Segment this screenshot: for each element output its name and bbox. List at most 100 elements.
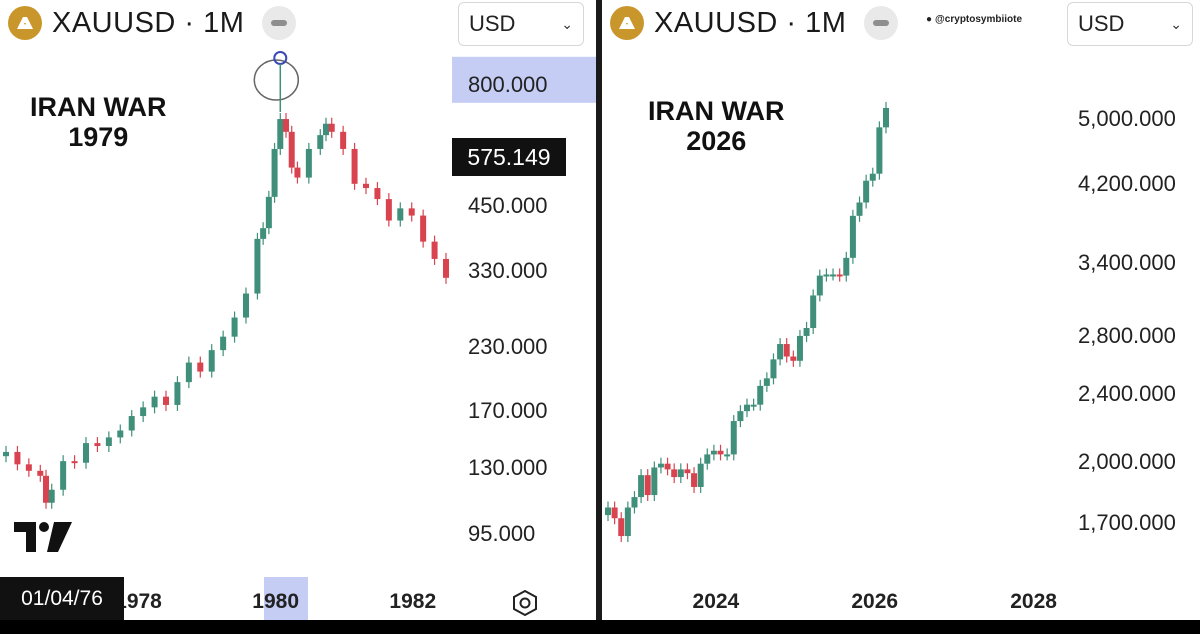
tradingview-logo-icon [14, 522, 72, 552]
left-chart-header: XAUUSD · 1M [8, 4, 297, 42]
candle [25, 464, 32, 471]
y-tick-label: 450.000 [468, 192, 548, 218]
candle [43, 475, 49, 503]
annotation-line-2: 2026 [686, 126, 747, 156]
annotation-text: IRAN WAR 2026 [648, 96, 785, 156]
candle [323, 123, 329, 136]
credit-text: @cryptosymbiiote [935, 14, 1023, 25]
candle [624, 507, 631, 537]
x-tick-label: 2028 [1010, 590, 1057, 613]
candle [704, 454, 711, 464]
candle [37, 470, 44, 476]
candle [271, 148, 278, 197]
settings-icon[interactable] [510, 588, 540, 618]
peak-marker-icon[interactable] [273, 51, 288, 65]
left-price-chart[interactable] [0, 0, 596, 620]
candle [777, 344, 784, 360]
y-tick-label: 95.000 [468, 520, 536, 546]
y-tick-label: 230.000 [468, 334, 548, 360]
candle [385, 199, 392, 221]
candle [431, 241, 438, 259]
candle [185, 362, 192, 383]
minimize-icon[interactable] [864, 6, 899, 40]
x-tick-label: 2026 [851, 590, 899, 613]
candle [697, 463, 704, 487]
candle [408, 208, 415, 216]
annotation-text: IRAN WAR 1979 [30, 92, 167, 152]
candle [397, 208, 404, 221]
candle [140, 407, 147, 417]
candle [790, 356, 797, 361]
candle [677, 469, 684, 478]
candle [631, 497, 638, 508]
minimize-icon[interactable] [262, 6, 297, 40]
x-tick-label: 1982 [389, 590, 437, 613]
y-tick-label: 170.000 [468, 398, 548, 424]
candle [605, 507, 611, 516]
candle [664, 463, 671, 470]
candle [197, 362, 204, 372]
right-chart-panel: XAUUSD · 1M ● @cryptosymbiiote USD ⌄ IRA… [602, 0, 1200, 620]
candle [420, 215, 427, 242]
right-chart-header: XAUUSD · 1M [610, 4, 899, 42]
y-tick-label: 2,800.000 [1078, 322, 1176, 348]
candle [724, 454, 731, 457]
y-tick-label: 2,000.000 [1078, 448, 1176, 474]
currency-select[interactable]: USD ⌄ [458, 2, 584, 46]
candle [684, 469, 691, 474]
y-tick-label: 4,200.000 [1078, 171, 1176, 197]
candle [757, 385, 764, 405]
candle [830, 274, 837, 277]
candle [810, 295, 817, 329]
currency-select[interactable]: USD ⌄ [1067, 2, 1193, 46]
candle [220, 336, 227, 351]
candle [317, 135, 324, 149]
candle [883, 107, 889, 128]
candle [3, 451, 9, 457]
panel-divider [596, 0, 602, 634]
candle [717, 450, 724, 455]
y-tick-label: 2,400.000 [1078, 380, 1176, 406]
candle [863, 180, 870, 203]
candle [71, 461, 78, 464]
candle [783, 344, 790, 357]
candle [638, 475, 645, 498]
symbol-title: XAUUSD · 1M [654, 6, 847, 39]
candle [611, 507, 618, 519]
candle [730, 421, 737, 455]
candle [340, 131, 347, 149]
candle [265, 196, 272, 229]
candle [60, 461, 67, 490]
candle [208, 350, 215, 372]
annotation-line-1: IRAN WAR [30, 92, 167, 122]
candle [328, 123, 335, 132]
x-tick-label: 2024 [692, 590, 740, 613]
candle [277, 119, 284, 149]
currency-value: USD [469, 11, 516, 36]
candle [796, 335, 803, 361]
candle [644, 475, 651, 496]
y-tick-label: 3,400.000 [1078, 250, 1176, 276]
candle [618, 518, 625, 537]
candle [823, 274, 830, 277]
apple-icon: ● [926, 14, 933, 25]
y-tick-label: 130.000 [468, 454, 548, 480]
candle [105, 437, 112, 447]
candle [737, 411, 744, 422]
candle [254, 238, 261, 294]
left-chart-panel: XAUUSD · 1M USD ⌄ IRAN WAR 1979 800.000 4… [0, 0, 596, 620]
price-crosshair-highlight [452, 56, 596, 103]
candle [763, 378, 770, 386]
candle [231, 317, 238, 337]
candle [128, 416, 135, 431]
currency-value: USD [1078, 11, 1125, 36]
candle [691, 473, 698, 487]
candle [744, 404, 750, 412]
right-price-chart[interactable] [602, 0, 1200, 620]
chevron-down-icon: ⌄ [561, 15, 573, 32]
candle [770, 359, 777, 379]
y-tick-label: 5,000.000 [1078, 106, 1176, 132]
candle [374, 188, 381, 200]
bottom-bar [0, 620, 1200, 634]
credit-label: ● @cryptosymbiiote [926, 14, 1022, 25]
